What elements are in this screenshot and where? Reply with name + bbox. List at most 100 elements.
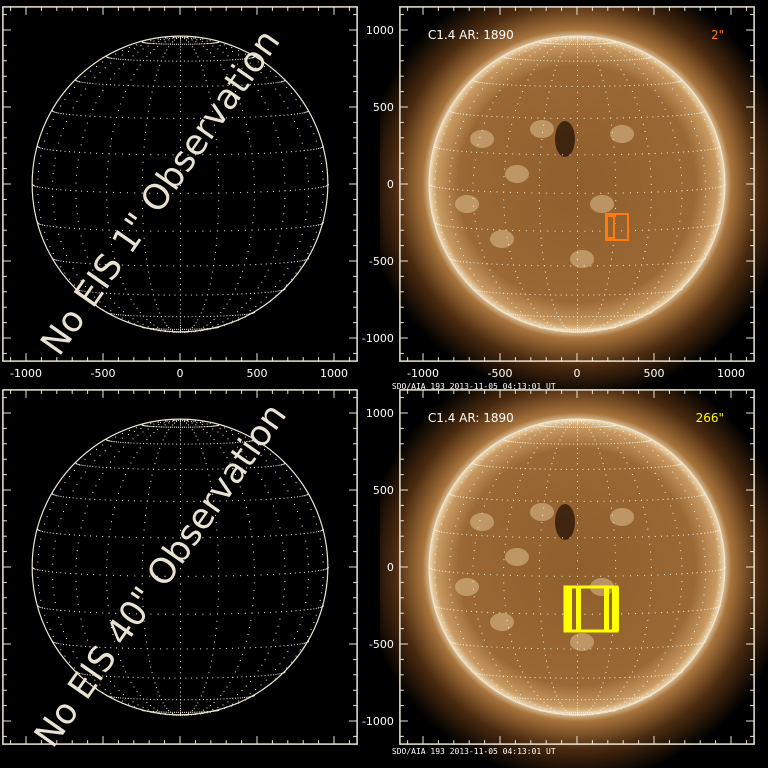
grid-dot (77, 603, 79, 605)
grid-dot (98, 466, 100, 468)
grid-dot (172, 230, 174, 232)
grid-dot (202, 452, 204, 454)
grid-dot (275, 152, 277, 154)
grid-dot (260, 301, 262, 303)
grid-dot (140, 117, 142, 119)
grid-dot (180, 507, 181, 509)
grid-dot (247, 574, 249, 576)
grid-dot (569, 60, 571, 62)
grid-dot (449, 226, 451, 228)
x-tick-label: 0 (574, 367, 581, 380)
grid-dot (676, 235, 678, 237)
grid-dot (187, 421, 189, 423)
grid-dot (180, 328, 181, 330)
grid-dot (548, 42, 550, 44)
grid-dot (477, 81, 479, 83)
grid-dot (206, 443, 208, 445)
grid-dot (106, 551, 108, 553)
grid-dot (599, 328, 601, 330)
grid-dot (496, 263, 498, 265)
grid-dot (137, 704, 139, 706)
limb-circle (428, 35, 726, 333)
grid-dot (220, 447, 222, 449)
grid-dot (174, 39, 176, 41)
grid-dot (662, 77, 664, 79)
grid-dot (622, 575, 624, 577)
grid-dot (180, 85, 181, 87)
grid-dot (69, 114, 71, 116)
grid-dot (213, 701, 215, 703)
grid-dot (275, 75, 277, 77)
grid-dot (646, 78, 648, 80)
grid-dot (631, 314, 633, 316)
bright-region (570, 633, 594, 651)
grid-dot (534, 468, 536, 470)
grid-dot (98, 664, 100, 666)
grid-dot (110, 84, 112, 86)
grid-dot (588, 39, 590, 41)
grid-dot (204, 457, 206, 459)
grid-dot (157, 308, 159, 310)
grid-dot (191, 46, 193, 48)
grid-dot (96, 687, 98, 689)
grid-dot (180, 91, 181, 93)
grid-dot (577, 258, 578, 260)
grid-dot (159, 312, 161, 314)
grid-dot (466, 151, 468, 153)
grid-dot (157, 426, 159, 428)
grid-dot (212, 493, 214, 495)
grid-dot (225, 47, 227, 49)
grid-dot (710, 239, 712, 241)
grid-dot (86, 291, 88, 293)
grid-dot (611, 42, 613, 44)
grid-dot (260, 646, 262, 648)
grid-dot (185, 419, 187, 421)
grid-dot (163, 39, 165, 41)
grid-dot (305, 540, 307, 542)
grid-dot (214, 42, 216, 44)
grid-dot (180, 74, 181, 76)
grid-dot (460, 496, 462, 498)
grid-dot (149, 52, 151, 54)
grid-dot (127, 320, 129, 322)
grid-dot (136, 452, 138, 454)
grid-dot (592, 41, 594, 43)
grid-dot (104, 263, 106, 265)
grid-dot (110, 310, 112, 312)
grid-dot (106, 566, 108, 568)
grid-dot (437, 223, 439, 225)
grid-dot (114, 506, 116, 508)
grid-dot (56, 495, 58, 497)
grid-dot (180, 591, 181, 593)
grid-dot (529, 676, 531, 678)
grid-dot (660, 152, 662, 154)
grid-dot (149, 192, 151, 194)
grid-dot (120, 486, 122, 488)
grid-dot (577, 36, 578, 38)
grid-dot (199, 316, 201, 318)
grid-dot (210, 443, 212, 445)
grid-dot (238, 153, 240, 155)
grid-dot (512, 229, 514, 231)
grid-dot (275, 88, 277, 90)
grid-dot (72, 261, 74, 263)
grid-dot (657, 263, 659, 265)
grid-dot (590, 117, 592, 119)
grid-dot (307, 494, 309, 496)
grid-dot (628, 153, 630, 155)
grid-dot (76, 596, 78, 598)
grid-dot (166, 328, 168, 330)
grid-dot (174, 677, 176, 679)
grid-dot (73, 227, 75, 229)
grid-dot (147, 85, 149, 87)
grid-dot (159, 648, 161, 650)
grid-dot (180, 713, 181, 715)
grid-dot (611, 131, 613, 133)
grid-dot (299, 488, 301, 490)
grid-dot (629, 314, 631, 316)
grid-dot (244, 153, 246, 155)
bright-region (570, 250, 594, 268)
grid-dot (139, 59, 141, 61)
grid-dot (118, 451, 120, 453)
grid-dot (283, 645, 285, 647)
